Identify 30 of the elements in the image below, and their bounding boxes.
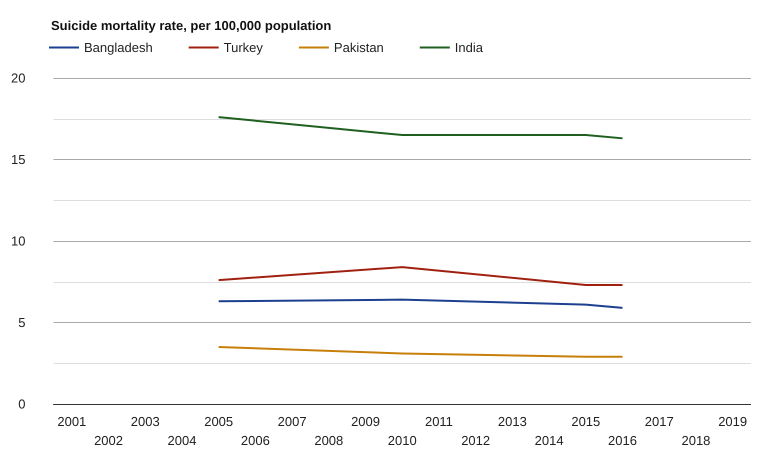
- x-tick-label: 2016: [608, 433, 637, 448]
- x-tick-label: 2003: [130, 414, 160, 429]
- legend-label: Pakistan: [334, 40, 384, 55]
- legend-label: India: [454, 40, 484, 55]
- x-tick-label: 2006: [240, 433, 270, 448]
- x-tick-label: 2011: [424, 414, 453, 429]
- x-tick-label: 2015: [571, 414, 600, 429]
- x-tick-label: 2001: [57, 414, 86, 429]
- x-tick-label: 2010: [388, 433, 417, 448]
- y-tick-label: 5: [18, 315, 26, 330]
- y-tick-label: 10: [10, 234, 26, 248]
- x-tick-label: 2019: [718, 414, 748, 429]
- x-tick-label: 2013: [498, 414, 527, 429]
- x-tick-label: 2017: [644, 414, 674, 429]
- legend-label: Bangladesh: [84, 40, 153, 55]
- y-tick-label: 20: [10, 70, 26, 86]
- x-tick-label: 2009: [351, 414, 380, 429]
- x-tick-label: 2012: [461, 433, 490, 448]
- x-tick-label: 2005: [204, 414, 234, 429]
- x-tick-label: 2018: [681, 433, 710, 448]
- x-tick-label: 2004: [167, 433, 196, 448]
- legend-label: Turkey: [224, 40, 264, 55]
- y-tick-label: 0: [18, 396, 26, 412]
- x-tick-label: 2008: [314, 433, 344, 448]
- x-tick-label: 2014: [534, 433, 564, 448]
- x-tick-label: 2002: [94, 433, 123, 448]
- x-tick-label: 2007: [278, 414, 307, 429]
- line-series: [218, 298, 624, 309]
- y-tick-label: 15: [10, 152, 26, 167]
- chart-title: Suicide mortality rate, per 100,000 population: [51, 18, 332, 33]
